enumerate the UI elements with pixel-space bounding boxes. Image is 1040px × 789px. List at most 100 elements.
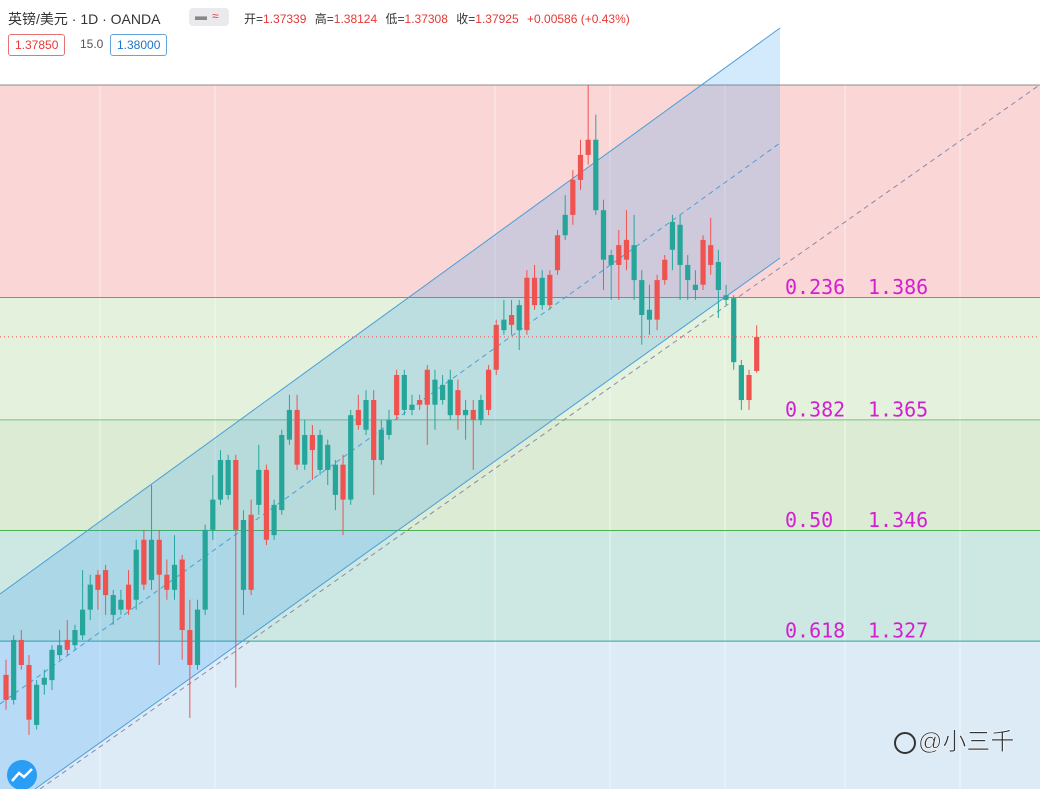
- candle-body: [623, 239, 630, 260]
- fib-band: [0, 419, 1040, 531]
- candle-body: [685, 264, 691, 281]
- ohlc-change: +0.00586 (+0.43%): [527, 12, 630, 26]
- candle-body: [440, 384, 446, 401]
- candle-body: [171, 564, 178, 590]
- sell-price[interactable]: 1.37850: [8, 34, 66, 56]
- fib-ratio: 0.50: [785, 508, 833, 532]
- candle-body: [271, 504, 277, 536]
- candle-body: [187, 630, 193, 665]
- candle-body: [248, 514, 254, 590]
- candle-body: [133, 549, 139, 600]
- candle-body: [49, 649, 55, 681]
- grid: [99, 0, 961, 789]
- candle-body: [110, 595, 116, 615]
- ohlc-value: 1.37925: [475, 12, 519, 26]
- fib-price: 1.386: [868, 275, 928, 299]
- candle-body: [34, 684, 40, 725]
- buy-price[interactable]: 1.38000: [110, 34, 168, 56]
- candle-body: [539, 277, 545, 306]
- spread: 15.0: [74, 34, 110, 54]
- candle-body: [125, 584, 132, 610]
- candle-body: [700, 239, 706, 285]
- candle-body: [470, 409, 476, 420]
- candle-body: [677, 224, 683, 265]
- fib-band: [0, 641, 1040, 789]
- candle-body: [225, 460, 231, 495]
- candle-body: [102, 570, 109, 596]
- candle-body: [731, 298, 737, 363]
- ohlc-value: 1.37308: [404, 12, 448, 26]
- fib-price: 1.365: [868, 397, 928, 421]
- logo-glyph: [11, 768, 33, 782]
- candle-body: [570, 179, 576, 215]
- candles: [0, 85, 1040, 735]
- candle-body: [516, 305, 522, 331]
- candle-body: [233, 460, 239, 530]
- candle-body: [554, 235, 561, 271]
- watermark: @小三千: [894, 728, 1015, 756]
- candle-body: [340, 464, 346, 500]
- candle-body: [57, 645, 63, 656]
- candle-body: [309, 434, 315, 451]
- ohlc-value: 1.38124: [333, 12, 378, 26]
- candle-body: [348, 415, 354, 500]
- candle-body: [26, 664, 32, 720]
- candle-body: [394, 374, 400, 416]
- candle-body: [363, 400, 369, 430]
- fib-bands: [0, 85, 1040, 789]
- symbol-title: 英镑/美元 · 1D · OANDA: [8, 11, 161, 27]
- candle-body: [409, 404, 415, 410]
- candle-body: [378, 429, 384, 461]
- candle-body: [485, 369, 492, 410]
- candle-body: [646, 309, 653, 320]
- candle-body: [95, 574, 101, 590]
- candle-body: [662, 259, 668, 281]
- fib-lines: [0, 84, 1040, 642]
- candle-body: [616, 245, 622, 265]
- candle-body: [547, 274, 553, 306]
- candle-body: [279, 434, 285, 511]
- candle-body: [631, 245, 637, 281]
- candle-body: [478, 400, 484, 420]
- candle-body: [600, 210, 607, 260]
- candle-body: [148, 539, 155, 580]
- candle-body: [294, 409, 300, 465]
- ohlc-label: 开=: [244, 12, 264, 26]
- ohlc-value: 1.37339: [263, 12, 307, 26]
- candle-body: [286, 409, 293, 440]
- toggle[interactable]: ▬ ≈: [189, 8, 229, 26]
- candle-body: [64, 639, 70, 650]
- candle-body: [708, 245, 714, 265]
- candle-body: [41, 677, 47, 685]
- logo: [7, 760, 37, 789]
- candle-body: [118, 599, 124, 610]
- watermark-icon: [894, 732, 916, 754]
- candle-body: [417, 400, 423, 405]
- toggle-icon[interactable]: ▬: [195, 9, 207, 23]
- candle-body: [18, 639, 24, 665]
- ohlc-label: 收=: [456, 12, 476, 26]
- candle-body: [738, 365, 744, 401]
- candle-body: [531, 277, 538, 306]
- candle-body: [256, 469, 262, 505]
- ohlc-label: 低=: [385, 12, 405, 26]
- candle-body: [593, 139, 599, 211]
- candle-body: [585, 139, 591, 155]
- toggle-icon[interactable]: ≈: [212, 9, 219, 23]
- channel-lower: [34, 257, 781, 789]
- candle-body: [317, 434, 323, 470]
- fib-ratio: 0.236: [785, 275, 845, 299]
- candle-body: [524, 277, 530, 331]
- channel-fill: [0, 28, 780, 789]
- candle-body: [371, 400, 377, 461]
- candle-body: [164, 574, 170, 590]
- candle-body: [669, 221, 676, 250]
- candle-body: [87, 584, 93, 610]
- candle-body: [715, 262, 721, 290]
- fib-ratio: 0.618: [785, 619, 845, 643]
- candle-body: [355, 409, 361, 426]
- candle-body: [386, 419, 392, 435]
- candle-body: [156, 539, 162, 575]
